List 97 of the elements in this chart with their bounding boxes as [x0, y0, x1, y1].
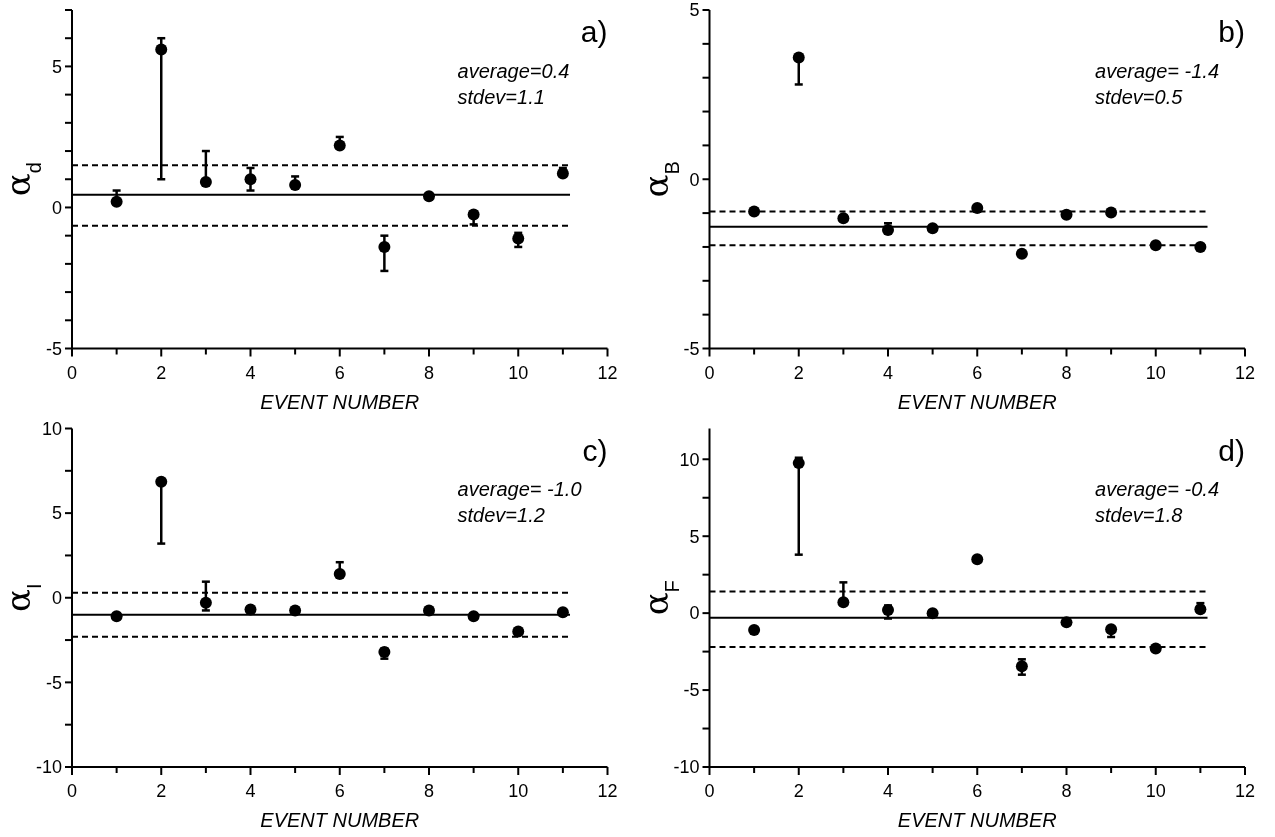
point [1149, 239, 1162, 252]
y-tick-label: 0 [51, 197, 62, 218]
point [512, 232, 525, 245]
annotation: average= -1.4 [1095, 59, 1220, 82]
point [423, 190, 435, 203]
x-tick-label: 2 [156, 781, 167, 801]
x-tick-label: 2 [156, 362, 167, 383]
x-tick-label: 8 [423, 362, 435, 383]
y-tick-label: 0 [51, 588, 62, 609]
y-tick-label: -5 [45, 672, 62, 693]
x-tick-label: 12 [597, 781, 618, 801]
y-tick-label: 5 [51, 56, 62, 77]
x-tick-label: 8 [1061, 362, 1072, 383]
point [1105, 206, 1118, 219]
point [333, 568, 346, 581]
y-tick-label: 0 [689, 169, 700, 190]
x-tick-label: 2 [793, 781, 804, 801]
chart-title: d) [1218, 433, 1245, 467]
x-tick-label: 10 [508, 362, 529, 383]
annotation: stdev=1.8 [1095, 504, 1183, 527]
y-tick-label: 5 [689, 0, 700, 21]
x-tick-label: 12 [597, 362, 618, 383]
point [333, 139, 346, 152]
x-tick-label: 8 [1061, 781, 1072, 801]
chart-title: b) [1218, 15, 1245, 48]
point [1194, 603, 1207, 616]
point [748, 205, 761, 218]
point [110, 610, 123, 623]
x-tick-label: 10 [1145, 781, 1166, 801]
annotation: stdev=1.2 [457, 504, 545, 527]
point [971, 202, 984, 215]
point [512, 625, 525, 638]
x-tick-label: 10 [1145, 362, 1166, 383]
point [199, 176, 212, 189]
point [748, 624, 761, 637]
point [1060, 208, 1073, 221]
annotation: average= -1.0 [457, 478, 582, 501]
chart-title: a) [580, 15, 608, 48]
x-tick-label: 4 [245, 781, 256, 801]
y-tick-label: 0 [689, 603, 700, 624]
point [423, 604, 435, 617]
point [1060, 616, 1073, 629]
point [792, 51, 805, 64]
point [289, 604, 302, 617]
x-tick-label: 0 [66, 362, 78, 383]
x-tick-label: 0 [704, 362, 715, 383]
x-tick-label: 0 [704, 781, 715, 801]
x-tick-label: 10 [508, 781, 529, 801]
x-tick-label: 12 [1234, 362, 1256, 383]
point [467, 208, 480, 221]
y-tick-label: 10 [41, 418, 62, 439]
x-tick-label: 6 [972, 362, 983, 383]
x-axis-title: EVENT NUMBER [260, 809, 420, 831]
point [556, 606, 569, 619]
x-axis-title: EVENT NUMBER [260, 390, 420, 413]
y-tick-label: 10 [679, 449, 700, 470]
x-axis-title: EVENT NUMBER [897, 809, 1057, 831]
point [155, 475, 168, 488]
x-tick-label: 4 [245, 362, 256, 383]
x-tick-label: 12 [1234, 781, 1256, 801]
annotation: average= -0.4 [1095, 478, 1220, 501]
point [837, 212, 850, 225]
x-tick-label: 6 [334, 362, 345, 383]
point [1105, 623, 1118, 636]
point [926, 607, 939, 620]
x-axis-title: EVENT NUMBER [897, 390, 1057, 413]
y-tick-label: -5 [45, 338, 62, 359]
point [1015, 247, 1028, 260]
x-tick-label: 4 [882, 362, 894, 383]
y-tick-label: -10 [35, 757, 62, 778]
point [244, 173, 257, 186]
chart-title: c) [582, 433, 608, 467]
point [882, 224, 894, 237]
point [1194, 240, 1207, 253]
y-tick-label: 5 [51, 503, 62, 524]
point [1149, 642, 1162, 655]
point [110, 195, 123, 208]
x-tick-label: 6 [972, 781, 983, 801]
x-tick-label: 4 [882, 781, 894, 801]
point [155, 43, 168, 56]
y-tick-label: -10 [673, 757, 700, 778]
point [971, 553, 984, 566]
x-tick-label: 8 [423, 781, 435, 801]
point [837, 596, 850, 609]
x-tick-label: 6 [334, 781, 345, 801]
y-tick-label: -5 [683, 680, 700, 701]
x-tick-label: 0 [66, 781, 78, 801]
y-tick-label: -5 [683, 338, 700, 359]
point [926, 222, 939, 235]
point [244, 603, 257, 616]
point [378, 240, 391, 253]
point [467, 610, 480, 623]
annotation: stdev=0.5 [1095, 85, 1184, 108]
y-tick-label: 5 [689, 526, 700, 547]
annotation: stdev=1.1 [457, 85, 545, 108]
annotation: average=0.4 [457, 59, 570, 82]
x-tick-label: 2 [793, 362, 804, 383]
